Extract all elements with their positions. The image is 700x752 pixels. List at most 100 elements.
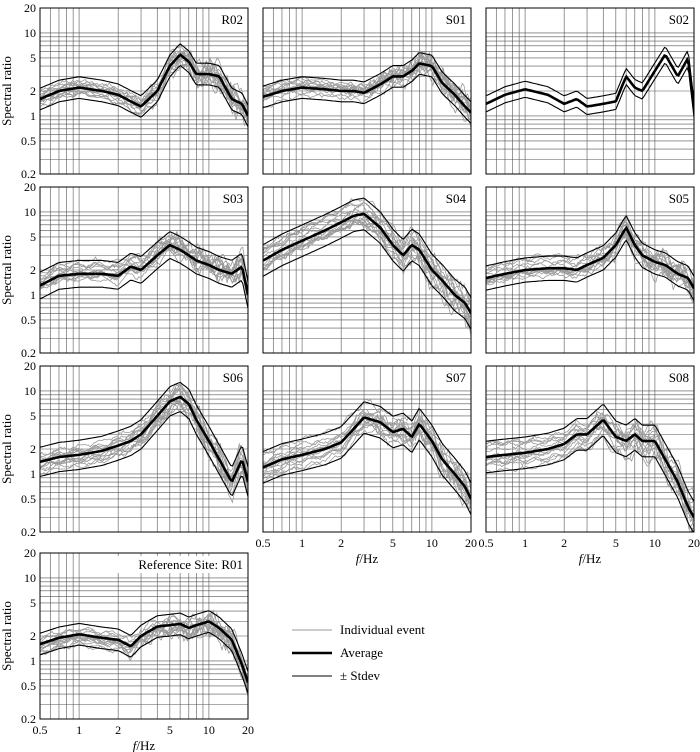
- panel-r02: R02 0.2 0.5 1 2 5 10 20 Spectral ratio: [0, 1, 249, 181]
- individual-event-line: [263, 421, 471, 507]
- y-tick-label: 2: [30, 263, 36, 277]
- y-tick-label: 0.5: [21, 313, 36, 327]
- site-label-bg: [103, 556, 244, 573]
- site-label: S03: [223, 191, 243, 206]
- stdev-lower-line: [40, 631, 248, 694]
- x-tick-label: 5: [390, 536, 396, 550]
- grid: [485, 365, 695, 533]
- site-label: R02: [221, 12, 243, 27]
- panel-frame: [262, 7, 472, 175]
- site-label-bg: [441, 369, 467, 386]
- site-label: S02: [669, 12, 689, 27]
- individual-event-line: [40, 397, 248, 485]
- y-tick-label: 20: [24, 180, 36, 194]
- y-tick-label: 10: [24, 384, 36, 398]
- average-line: [40, 243, 248, 296]
- panel-s05: S05: [485, 186, 695, 354]
- average-line: [40, 620, 248, 683]
- curves: [40, 381, 248, 504]
- stdev-upper-line: [486, 46, 694, 102]
- individual-event-line: [40, 619, 248, 691]
- stdev-lower-line: [263, 229, 471, 330]
- stdev-upper-line: [263, 52, 471, 103]
- y-tick-label: 2: [30, 629, 36, 643]
- site-label: S07: [446, 370, 467, 385]
- site-label-bg: [441, 190, 467, 207]
- y-axis-label: Spectral ratio: [0, 601, 14, 671]
- individual-event-line: [40, 59, 248, 118]
- curves: [40, 230, 248, 309]
- y-tick-label: 5: [30, 409, 36, 423]
- individual-event-line: [486, 214, 694, 291]
- stdev-lower-line: [40, 64, 248, 128]
- individual-event-line: [40, 48, 248, 113]
- individual-event-line: [486, 434, 694, 532]
- panel-frame: [485, 365, 695, 533]
- x-axis-label: f/Hz: [133, 738, 156, 752]
- curves: [263, 50, 471, 128]
- stdev-lower-line: [486, 435, 694, 532]
- curves: [40, 609, 248, 697]
- x-tick-label: 2: [115, 723, 121, 737]
- stdev-upper-line: [40, 381, 248, 468]
- individual-event-line: [40, 617, 248, 693]
- individual-event-line: [40, 614, 248, 680]
- individual-event-line: [486, 221, 694, 294]
- curves: [263, 197, 471, 337]
- y-tick-label: 5: [30, 51, 36, 65]
- individual-event-line: [40, 49, 248, 108]
- panel-frame: [262, 186, 472, 354]
- y-tick-label: 10: [24, 571, 36, 585]
- individual-event-line: [263, 207, 471, 306]
- y-axis-label: Spectral ratio: [0, 235, 14, 305]
- site-label: S06: [223, 370, 244, 385]
- y-tick-label: 0.2: [21, 525, 36, 539]
- x-tick-label: 1: [522, 536, 528, 550]
- x-tick-label: 0.5: [33, 723, 48, 737]
- y-axis-label: Spectral ratio: [0, 56, 14, 126]
- site-label-bg: [664, 11, 690, 28]
- individual-event-line: [486, 231, 694, 295]
- site-label-bg: [664, 190, 690, 207]
- y-tick-label: 0.2: [21, 346, 36, 360]
- individual-event-line: [263, 220, 471, 328]
- individual-event-line: [486, 412, 694, 505]
- x-tick-label: 20: [465, 536, 477, 550]
- individual-event-line: [263, 62, 471, 128]
- site-label: S04: [446, 191, 467, 206]
- y-tick-label: 1: [30, 109, 36, 123]
- individual-event-line: [263, 204, 471, 309]
- x-tick-label: 1: [299, 536, 305, 550]
- individual-event-line: [40, 400, 248, 494]
- individual-event-line: [40, 401, 248, 504]
- site-label-bg: [218, 369, 244, 386]
- panel-s04: S04: [262, 186, 472, 354]
- average-line: [40, 395, 248, 483]
- site-label: S05: [669, 191, 689, 206]
- site-label: S08: [669, 370, 689, 385]
- x-tick-label: 10: [426, 536, 438, 550]
- x-tick-label: 0.5: [256, 536, 271, 550]
- curves: [486, 214, 694, 304]
- panel-frame: [485, 186, 695, 354]
- individual-event-line: [486, 411, 694, 514]
- x-tick-label: 10: [649, 536, 661, 550]
- panel-frame: [262, 365, 472, 533]
- panel-frame: [39, 186, 249, 354]
- panel-frame: [39, 552, 249, 720]
- grid: [39, 186, 249, 354]
- y-tick-label: 0.5: [21, 679, 36, 693]
- individual-event-line: [263, 201, 471, 302]
- stdev-lower-line: [486, 239, 694, 301]
- individual-event-line: [40, 403, 248, 485]
- individual-event-line: [263, 213, 471, 330]
- individual-event-line: [263, 410, 471, 509]
- stdev-lower-line: [263, 73, 471, 124]
- y-tick-label: 0.2: [21, 167, 36, 181]
- panel-s01: S01: [262, 7, 472, 175]
- curves: [486, 46, 694, 118]
- grid: [262, 365, 472, 533]
- individual-event-line: [486, 416, 694, 522]
- y-tick-label: 5: [30, 596, 36, 610]
- y-tick-label: 20: [24, 1, 36, 15]
